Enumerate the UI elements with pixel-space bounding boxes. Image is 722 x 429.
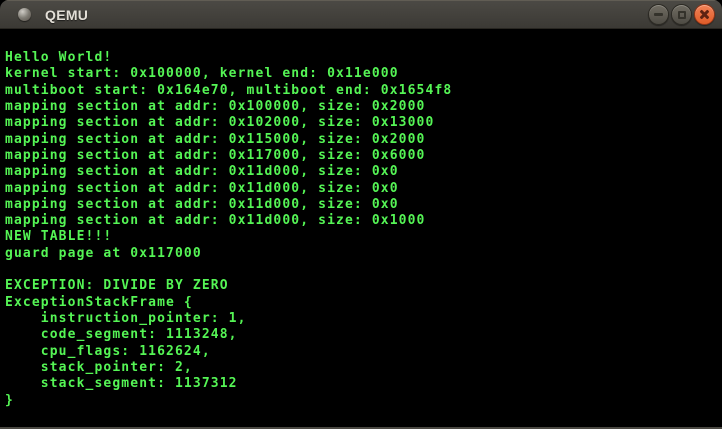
terminal-line: kernel start: 0x100000, kernel end: 0x11… [5,66,399,82]
terminal-line: EXCEPTION: DIVIDE BY ZERO [5,278,229,294]
terminal-line: stack_segment: 1137312 [5,376,238,392]
terminal-line: mapping section at addr: 0x117000, size:… [5,147,426,163]
terminal-line: mapping section at addr: 0x11d000, size:… [5,164,399,180]
terminal-line: mapping section at addr: 0x100000, size:… [5,98,426,114]
titlebar[interactable]: QEMU [0,0,722,29]
terminal-line: multiboot start: 0x164e70, multiboot end… [5,82,453,98]
terminal-line: code_segment: 1113248, [5,327,238,343]
terminal-line: mapping section at addr: 0x11d000, size:… [5,180,399,196]
terminal-display[interactable]: Hello World! kernel start: 0x100000, ker… [0,29,722,429]
terminal-line: mapping section at addr: 0x102000, size:… [5,115,435,131]
cross-icon [699,9,710,20]
window-controls [648,4,715,25]
terminal-line: instruction_pointer: 1, [5,311,247,326]
terminal-line: mapping section at addr: 0x115000, size:… [5,131,426,147]
minus-icon [654,13,663,16]
terminal-line: mapping section at addr: 0x11d000, size:… [5,213,426,229]
terminal-line: stack_pointer: 2, [5,359,193,375]
window-title: QEMU [45,6,89,23]
terminal-line: } [5,392,14,408]
terminal-line: Hello World! [5,50,113,65]
square-icon [677,10,686,19]
terminal-line: mapping section at addr: 0x11d000, size:… [5,196,399,212]
close-button[interactable] [694,4,715,25]
terminal-line [5,262,722,278]
minimize-button[interactable] [648,4,669,25]
maximize-button[interactable] [671,4,692,25]
terminal-line: guard page at 0x117000 [5,245,202,261]
window-icon [18,8,31,21]
terminal-line: NEW TABLE!!! [5,229,113,245]
terminal-line: cpu_flags: 1162624, [5,343,211,359]
terminal-line: ExceptionStackFrame { [5,294,193,310]
